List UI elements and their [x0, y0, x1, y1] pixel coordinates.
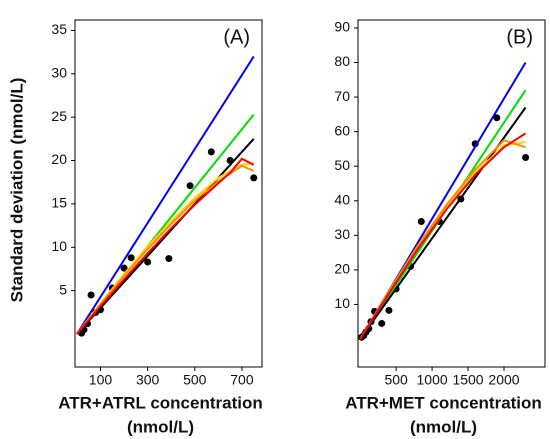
data-point: [378, 319, 386, 327]
y-tick-label: 70: [334, 88, 350, 104]
y-tick-label: 30: [334, 226, 350, 242]
panel-label: (B): [506, 26, 533, 48]
fit-line: [76, 138, 255, 335]
y-tick-label: 25: [51, 108, 67, 124]
data-point: [250, 174, 258, 182]
y-tick-label: 15: [51, 195, 67, 211]
data-point: [165, 255, 173, 263]
data-point: [207, 148, 215, 156]
fit-line: [76, 157, 255, 335]
y-tick-label: 80: [334, 53, 350, 69]
x-axis-label: (nmol/L): [410, 417, 477, 436]
x-tick-label: 500: [183, 372, 207, 388]
plot-area: [76, 55, 258, 337]
x-axis-label: ATR+ATRL concentration: [58, 393, 262, 412]
data-point: [144, 258, 152, 266]
x-axis-label: (nmol/L): [127, 417, 194, 436]
data-point: [417, 217, 425, 225]
y-tick-label: 60: [334, 122, 350, 138]
data-point: [87, 291, 95, 299]
x-tick-label: 500: [384, 372, 408, 388]
y-tick-label: 20: [51, 151, 67, 167]
y-tick-label: 50: [334, 157, 350, 173]
x-tick-label: 700: [230, 372, 254, 388]
x-tick-label: 2000: [488, 372, 519, 388]
x-tick-label: 100: [89, 372, 113, 388]
y-tick-label: 10: [51, 238, 67, 254]
plot-area: [358, 61, 530, 341]
y-tick-label: 30: [51, 64, 67, 80]
x-axis-label: ATR+MET concentration: [345, 393, 542, 412]
y-axis-label: Standard deviation (nmol/L): [7, 78, 26, 303]
y-tick-label: 35: [51, 21, 67, 37]
fit-line: [76, 55, 255, 335]
y-tick-label: 5: [59, 281, 67, 297]
fit-line: [359, 141, 526, 340]
x-tick-label: 1000: [417, 372, 448, 388]
plot-frame: [74, 19, 263, 368]
fit-line: [76, 164, 255, 335]
panel-label: (A): [223, 26, 250, 48]
x-tick-label: 300: [136, 372, 160, 388]
y-tick-label: 20: [334, 261, 350, 277]
data-point: [522, 154, 530, 162]
data-point: [120, 264, 128, 272]
data-point: [385, 306, 393, 314]
data-point: [186, 182, 194, 190]
x-tick-label: 1500: [452, 372, 483, 388]
data-point: [127, 254, 135, 262]
y-tick-label: 40: [334, 191, 350, 207]
fit-line: [359, 132, 527, 340]
y-tick-label: 90: [334, 19, 350, 35]
y-tick-label: 10: [334, 295, 350, 311]
plot-frame: [357, 19, 546, 368]
data-point: [493, 114, 501, 122]
fit-line: [359, 139, 526, 340]
